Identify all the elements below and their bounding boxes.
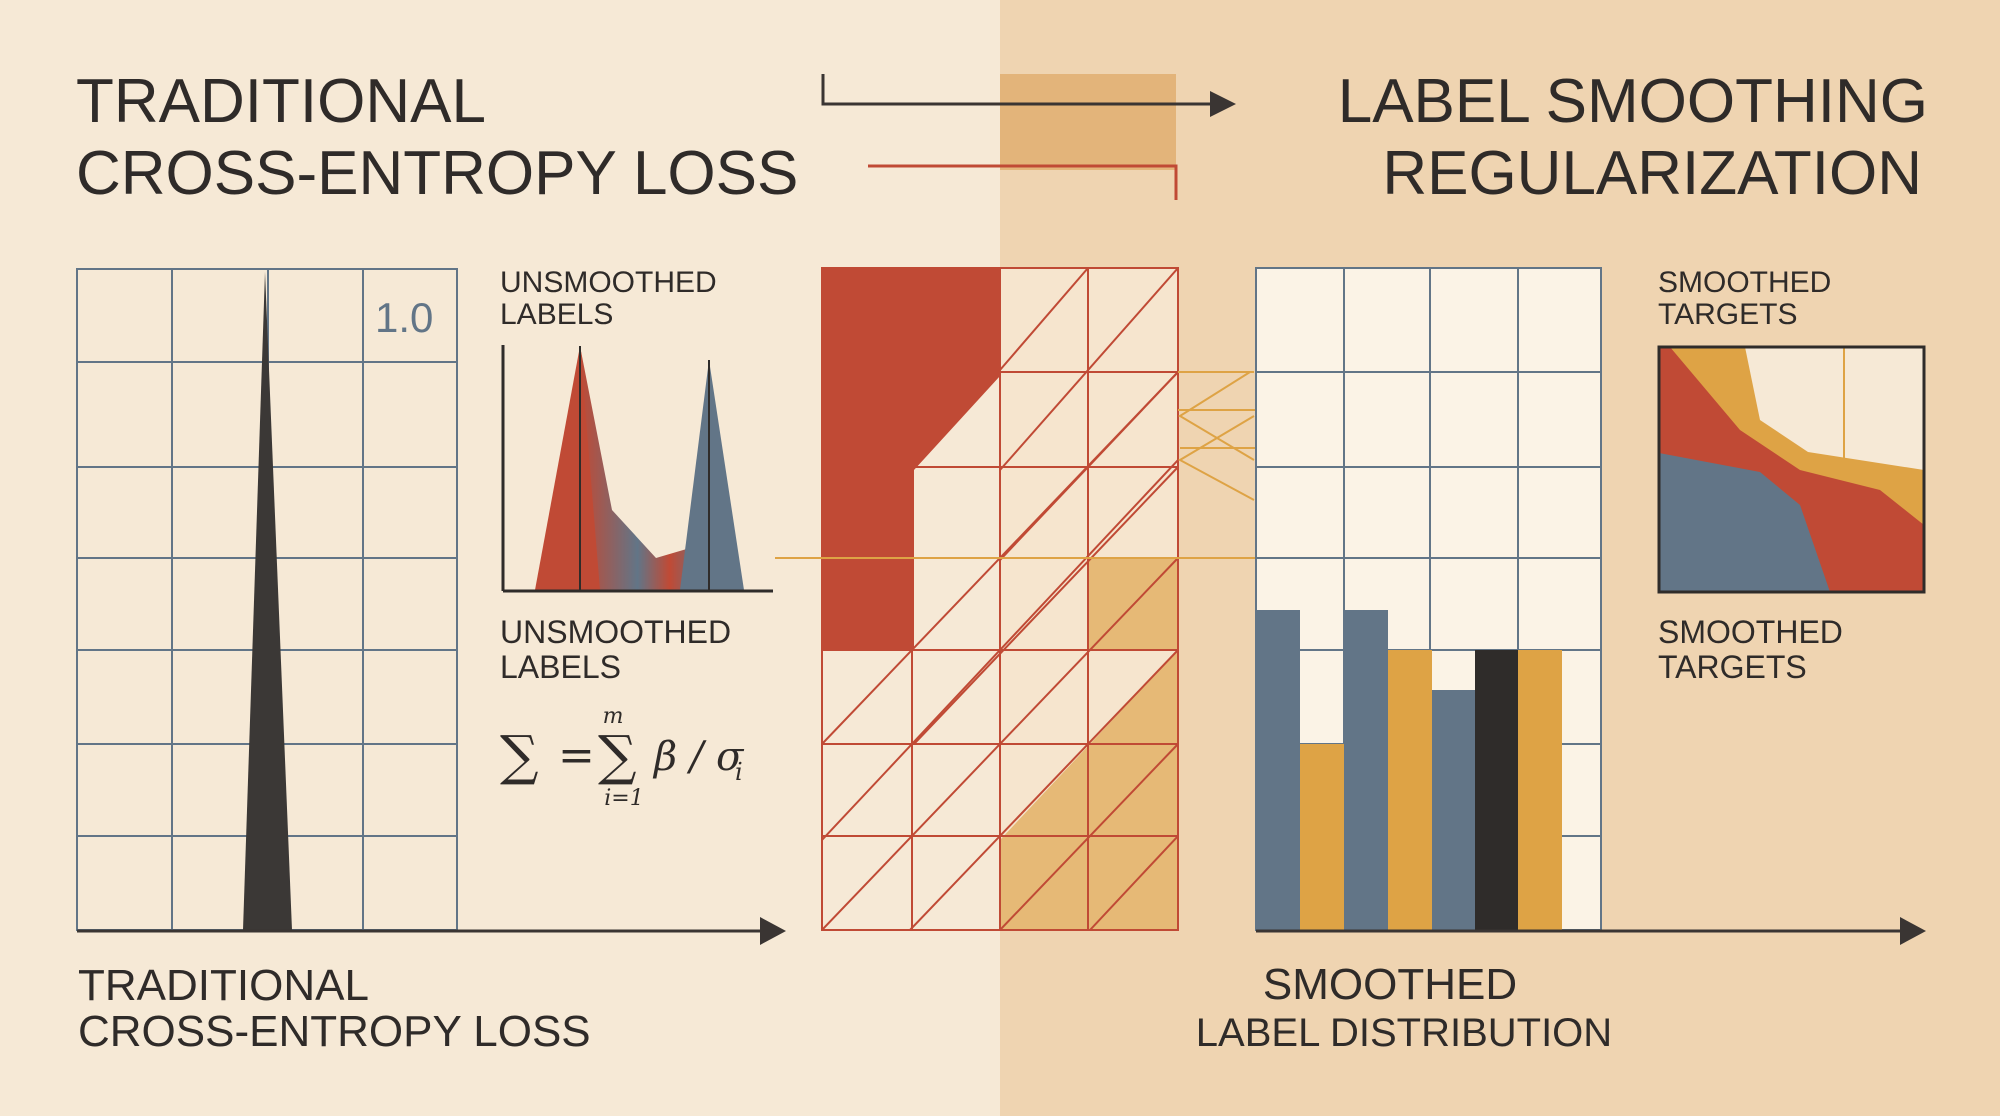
formula: ∑ = m ∑ i=1 β / σ i [500,704,745,811]
transition-strip [821,267,1179,931]
formula-lhs: ∑ [500,724,539,787]
right-bottom-caption-line1: SMOOTHED [1263,960,1517,1009]
smoothed-bar-6 [1475,650,1518,930]
connector-highlight [1000,74,1176,170]
smoothed-x-axis-arrow [1900,917,1926,945]
left-bottom-caption-line2: CROSS-ENTROPY LOSS [78,1007,591,1056]
formula-subscript: i [735,758,743,786]
formula-lower-limit: i=1 [604,786,643,811]
one-hot-spike [243,272,292,930]
unsmoothed-valley [580,346,708,590]
formula-sum: ∑ [598,724,637,787]
left-title-line1: TRADITIONAL [76,67,486,136]
yellow-connectors [775,371,1256,559]
left-title-line2: CROSS-ENTROPY LOSS [76,139,798,208]
right-title-line1: LABEL SMOOTHING [1338,67,1928,136]
left-bottom-caption-line1: TRADITIONAL [78,961,369,1010]
inset-left-title-line1: UNSMOOTHED [500,266,717,299]
connector-arrowhead [1210,91,1236,117]
formula-equals: = [558,730,595,781]
left-mid-caption-line2: LABELS [500,649,621,685]
smoothed-bar-4 [1388,650,1432,930]
inset-right-title-line2: TARGETS [1658,298,1797,331]
smoothed-bar-7 [1518,650,1562,930]
smoothed-bar-3 [1344,610,1388,930]
strip-grid [822,268,1178,930]
top-connector [821,74,1236,200]
connector-line-red [868,164,1178,200]
one-hot-chart: 1.0 [76,268,786,945]
right-mid-caption-line2: TARGETS [1658,649,1807,685]
unsmoothed-peak-right [680,360,744,590]
right-mid-caption-line1: SMOOTHED [1658,614,1843,650]
smoothed-bar-chart [1255,267,1926,945]
smoothed-inset-cream [1745,347,1924,470]
smoothed-inset-slate [1659,453,1830,592]
formula-term: β / σ [652,734,745,780]
connector-line-dark [821,74,1212,106]
inset-right-title-line1: SMOOTHED [1658,266,1831,299]
unsmoothed-labels-inset: UNSMOOTHED LABELS [500,266,773,593]
smoothed-bar-2 [1300,744,1344,930]
peak-value-label: 1.0 [375,294,433,341]
unsmoothed-peak-left [535,346,612,590]
left-mid-caption-line1: UNSMOOTHED [500,614,731,650]
smoothed-targets-inset: SMOOTHED TARGETS [1657,266,1926,594]
right-title-line2: REGULARIZATION [1382,139,1922,208]
formula-upper-limit: m [603,704,624,729]
smoothed-bar-1 [1256,610,1300,930]
smoothed-bar-5 [1432,690,1475,930]
strip-frame [821,267,1179,931]
inset-left-title-line2: LABELS [500,298,613,331]
one-hot-x-axis-arrow [760,917,786,945]
smoothed-inset-frame [1657,345,1926,594]
right-bottom-caption-line2: LABEL DISTRIBUTION [1196,1011,1612,1055]
